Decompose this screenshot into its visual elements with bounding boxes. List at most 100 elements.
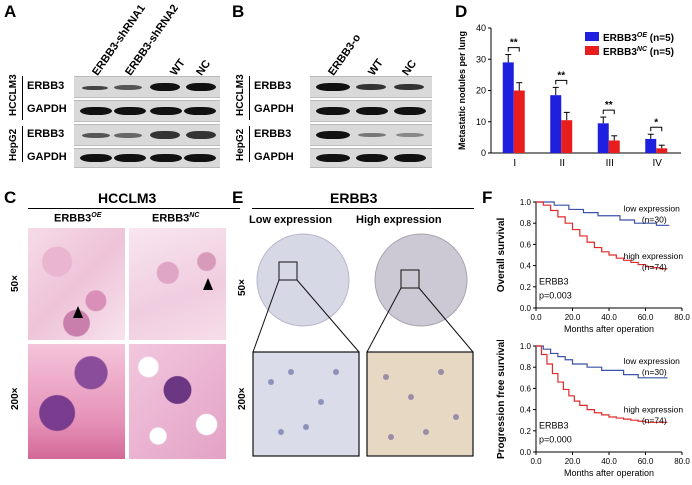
y-tick-label: 1.0	[520, 198, 532, 207]
bar	[513, 90, 525, 153]
magnification-label-50x: 50×	[10, 275, 21, 292]
y-tick-label: 0.0	[520, 448, 532, 457]
x-tick-label: 40.0	[601, 457, 617, 466]
protein-label-erbb3: ERBB3	[254, 80, 292, 92]
bracket-line	[249, 126, 250, 162]
y-tick-label: 0.4	[520, 406, 532, 415]
significance-marker: *	[654, 117, 658, 128]
y-axis-label: Progression free survival	[496, 340, 507, 459]
protein-label-erbb3: ERBB3	[254, 128, 292, 140]
cell-line-label-hcclm3: HCCLM3	[235, 74, 246, 116]
bar	[502, 62, 514, 153]
cell-line-label-hepg2: HepG2	[8, 128, 19, 161]
annotation-pvalue: p=0.003	[539, 290, 572, 300]
y-tick-label: 0.2	[520, 283, 532, 292]
western-blot-strip	[74, 76, 220, 98]
significance-bracket	[507, 47, 520, 52]
y-tick-label: 30	[476, 54, 486, 64]
x-tick-label: 20.0	[565, 313, 581, 322]
panel-f-letter: F	[482, 188, 493, 207]
legend-entry: ERBB3NC (n=5)	[603, 46, 674, 58]
y-tick-label: 0.0	[520, 304, 532, 313]
lane-label-erbb3-o: ERBB3-o	[326, 32, 364, 78]
survival-curve	[536, 345, 668, 423]
panel-c-letter: C	[4, 188, 17, 207]
magnification-label-50x: 50×	[237, 279, 248, 296]
y-tick-label: 0.2	[520, 427, 532, 436]
bar	[645, 138, 657, 153]
magnification-label-200x: 200×	[237, 387, 248, 410]
y-tick-label: 1.0	[520, 342, 532, 351]
y-axis-label: Metastatic nodules per lung	[457, 31, 467, 150]
protein-label-gapdh: GAPDH	[27, 103, 67, 115]
ihc-tissue-core-image	[252, 233, 474, 457]
y-tick-label: 0.4	[520, 262, 532, 271]
overall-survival-chart: 0.0 0.2 0.4 0.6 0.8 1.0 0.0 20.0 40.0 60.0 80.0 Mon…	[496, 198, 690, 334]
y-tick-label: 20	[476, 86, 486, 96]
bracket-line	[22, 126, 23, 162]
series-count: (n=30)	[642, 214, 667, 224]
annotation-pvalue: p=0.000	[539, 434, 572, 444]
panel-c-col2-label: ERBB3NC	[152, 212, 200, 225]
lung-histology-image	[129, 228, 226, 340]
significance-marker: **	[605, 100, 613, 111]
western-blot-strip	[74, 148, 220, 168]
y-tick-label: 10	[476, 117, 486, 127]
legend-entry: ERBB3OE (n=5)	[603, 32, 674, 44]
significance-marker: **	[557, 70, 565, 81]
panel-a-letter: A	[4, 2, 17, 21]
lane-label-wt: WT	[366, 57, 386, 78]
lane-label-nc: NC	[194, 58, 214, 78]
significance-bracket	[650, 126, 663, 132]
western-blot-strip	[74, 124, 220, 146]
y-tick-label: 40	[476, 23, 486, 33]
x-tick-label: 0.0	[530, 457, 542, 466]
y-tick-label: 0.8	[520, 363, 532, 372]
lung-histology-image	[129, 344, 226, 459]
cell-line-label-hepg2: HepG2	[235, 128, 246, 161]
protein-label-gapdh: GAPDH	[254, 103, 294, 115]
western-blot-strip	[310, 124, 432, 146]
protein-label-gapdh: GAPDH	[27, 151, 67, 163]
header-underline	[252, 208, 474, 209]
series-count: (n=74)	[642, 262, 667, 272]
bracket-line	[22, 76, 23, 120]
x-tick-label: IV	[653, 158, 663, 169]
lung-histology-image	[28, 344, 125, 459]
series-label: high expression	[624, 404, 684, 414]
panel-e-col1-label: Low expression	[249, 214, 333, 226]
x-tick-label: 60.0	[638, 457, 654, 466]
panel-c-header: HCCLM3	[98, 190, 157, 206]
magnification-label-200x: 200×	[10, 387, 21, 410]
series-label: low expression	[624, 203, 680, 213]
protein-label-erbb3: ERBB3	[27, 128, 65, 140]
x-tick-label: III	[606, 158, 614, 169]
y-tick-label: 0	[481, 148, 486, 158]
x-tick-label: 20.0	[565, 457, 581, 466]
x-tick-label: 0.0	[530, 313, 542, 322]
bar	[608, 140, 620, 153]
protein-label-gapdh: GAPDH	[254, 151, 294, 163]
series-count: (n=30)	[642, 367, 667, 377]
panel-b-letter: B	[232, 2, 245, 21]
x-tick-label: I	[513, 158, 516, 169]
panel-c-col1-label: ERBB3OE	[54, 212, 102, 225]
bar-chart-metastatic-nodules: 0 10 20 30 40 Metastatic nodules per lung I ** I…	[457, 23, 681, 169]
lung-histology-image	[28, 228, 125, 340]
series-label: low expression	[624, 356, 680, 366]
series-count: (n=74)	[642, 415, 667, 425]
bracket-line	[249, 76, 250, 120]
panel-d-letter: D	[455, 2, 468, 21]
x-tick-label: 60.0	[638, 313, 654, 322]
cell-line-label-hcclm3: HCCLM3	[8, 74, 19, 116]
western-blot-strip	[74, 100, 220, 122]
western-blot-strip	[310, 76, 432, 98]
header-underline	[28, 208, 240, 209]
bar	[597, 123, 609, 153]
x-axis-label: Months after operation	[564, 468, 654, 478]
x-tick-label: II	[559, 158, 565, 169]
legend-swatch	[585, 32, 599, 41]
panel-e-header: ERBB3	[330, 190, 378, 206]
significance-marker: **	[510, 38, 518, 49]
western-blot-strip	[310, 100, 432, 122]
